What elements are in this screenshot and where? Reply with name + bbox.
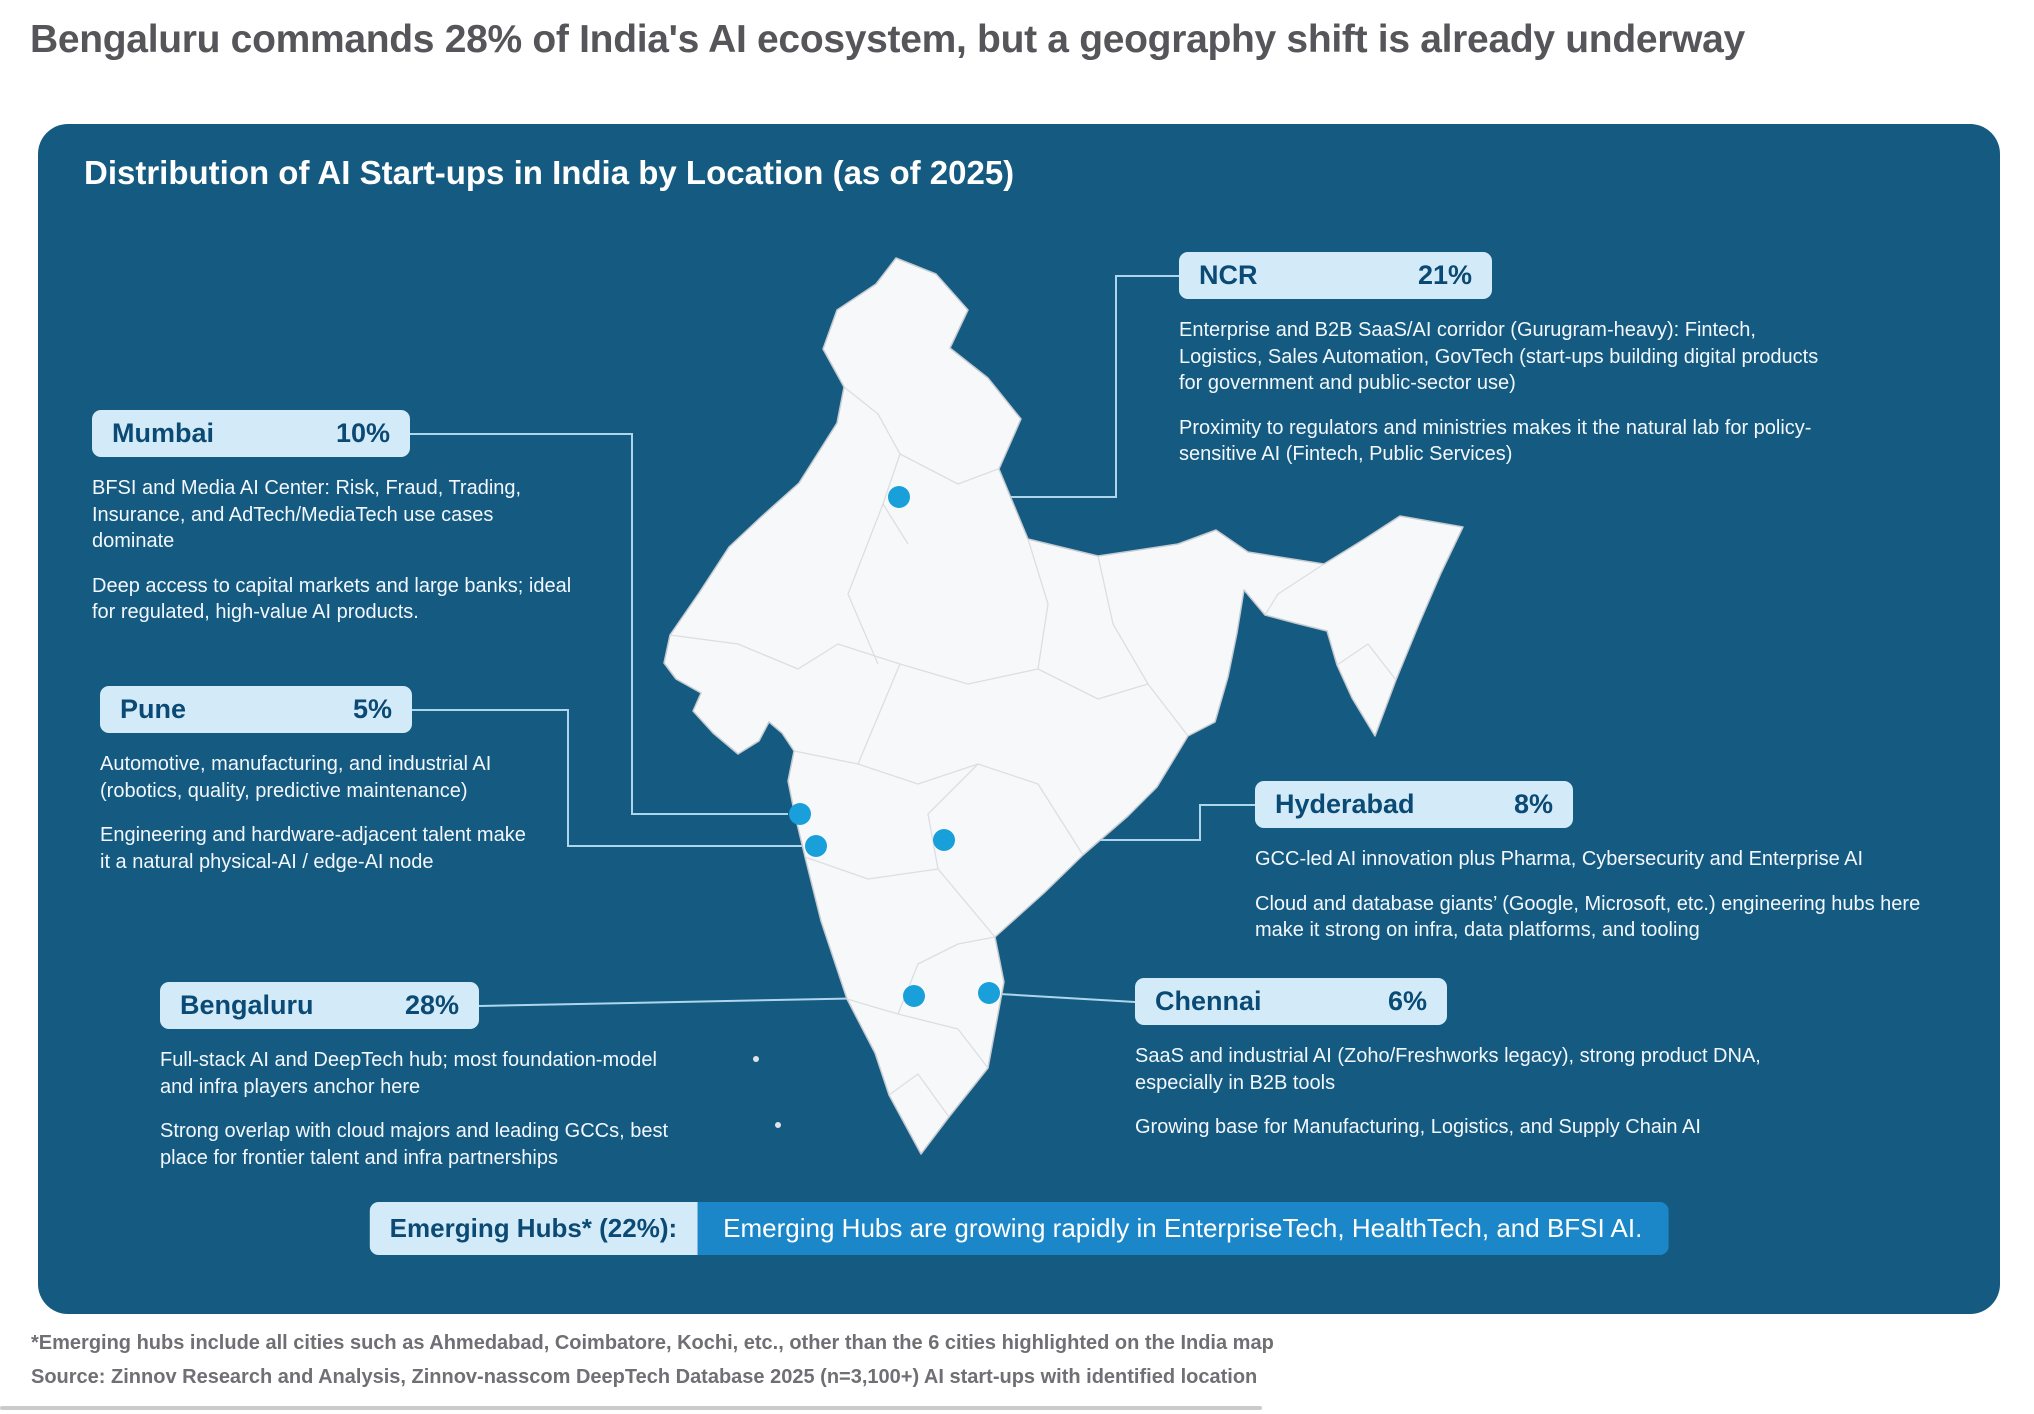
city-share: 10% (335, 418, 390, 448)
islet (753, 1056, 759, 1062)
city-label-pune: Pune 5% (100, 686, 412, 733)
city-label-bengaluru: Bengaluru 28% (160, 982, 479, 1029)
city-desc-paragraph: Deep access to capital markets and large… (92, 574, 572, 624)
city-name: Mumbai (112, 418, 215, 448)
city-marker-bengaluru (903, 985, 925, 1007)
city-desc-paragraph: BFSI and Media AI Center: Risk, Fraud, T… (92, 477, 522, 553)
emerging-hubs-banner: Emerging Hubs* (22%): Emerging Hubs are … (369, 1202, 1669, 1255)
city-marker-hyderabad (933, 829, 955, 851)
city-name: NCR (1199, 260, 1258, 290)
city-marker-mumbai (789, 803, 811, 825)
page-headline: Bengaluru commands 28% of India's AI eco… (30, 18, 1745, 61)
callout-mumbai: Mumbai 10% BFSI and Media AI Center: Ris… (92, 410, 572, 626)
city-desc-paragraph: Strong overlap with cloud majors and lea… (160, 1120, 669, 1169)
connector-mumbai (410, 433, 788, 815)
footnote-source: Source: Zinnov Research and Analysis, Zi… (31, 1366, 1258, 1388)
city-marker-pune (805, 835, 827, 857)
city-label-hyderabad: Hyderabad 8% (1255, 781, 1573, 828)
city-desc-paragraph: Cloud and database giants’ (Google, Micr… (1255, 892, 1921, 942)
city-label-ncr: NCR 21% (1179, 252, 1492, 299)
city-desc-paragraph: Growing base for Manufacturing, Logistic… (1135, 1116, 1701, 1139)
city-name: Chennai (1155, 986, 1262, 1016)
emerging-hubs-label: Emerging Hubs* (22%): (369, 1202, 698, 1255)
city-share: 28% (404, 990, 459, 1020)
city-desc-paragraph: GCC-led AI innovation plus Pharma, Cyber… (1255, 848, 1864, 870)
horizontal-scrollbar[interactable] (0, 1406, 1262, 1410)
city-marker-ncr (888, 486, 910, 508)
callout-bengaluru: Bengaluru 28% Full-stack AI and DeepTech… (160, 982, 670, 1171)
city-share: 6% (1387, 986, 1427, 1016)
callout-hyderabad: Hyderabad 8% GCC-led AI innovation plus … (1255, 781, 1955, 944)
city-desc-paragraph: Automotive, manufacturing, and industria… (100, 753, 492, 802)
city-share: 5% (352, 694, 392, 724)
india-map (410, 257, 1464, 1155)
callout-chennai: Chennai 6% SaaS and industrial AI (Zoho/… (1135, 978, 1785, 1141)
city-label-chennai: Chennai 6% (1135, 978, 1447, 1025)
city-name: Bengaluru (180, 990, 314, 1020)
city-name: Pune (120, 694, 187, 724)
city-desc-paragraph: Proximity to regulators and ministries m… (1179, 416, 1812, 466)
city-marker-chennai (978, 982, 1000, 1004)
islet (775, 1122, 781, 1128)
city-share: 8% (1513, 789, 1553, 819)
city-desc-paragraph: Enterprise and B2B SaaS/AI corridor (Gur… (1179, 319, 1819, 395)
connector-chennai (999, 993, 1136, 1003)
footnote-emerging-hubs: *Emerging hubs include all cities such a… (31, 1332, 1274, 1354)
card-title: Distribution of AI Start-ups in India by… (84, 154, 1015, 191)
city-name: Hyderabad (1275, 789, 1415, 819)
emerging-hubs-text: Emerging Hubs are growing rapidly in Ent… (697, 1202, 1669, 1255)
city-label-mumbai: Mumbai 10% (92, 410, 410, 457)
city-desc-paragraph: Full-stack AI and DeepTech hub; most fou… (160, 1049, 657, 1098)
city-desc-paragraph: SaaS and industrial AI (Zoho/Freshworks … (1135, 1045, 1761, 1094)
city-share: 21% (1417, 260, 1472, 290)
city-desc-paragraph: Engineering and hardware-adjacent talent… (100, 824, 526, 873)
connector-pune (412, 709, 802, 847)
infographic-card: Distribution of AI Start-ups in India by… (38, 124, 2000, 1314)
callout-ncr: NCR 21% Enterprise and B2B SaaS/AI corri… (1179, 252, 1834, 468)
callout-pune: Pune 5% Automotive, manufacturing, and i… (100, 686, 530, 875)
state-borders (669, 386, 1397, 1118)
